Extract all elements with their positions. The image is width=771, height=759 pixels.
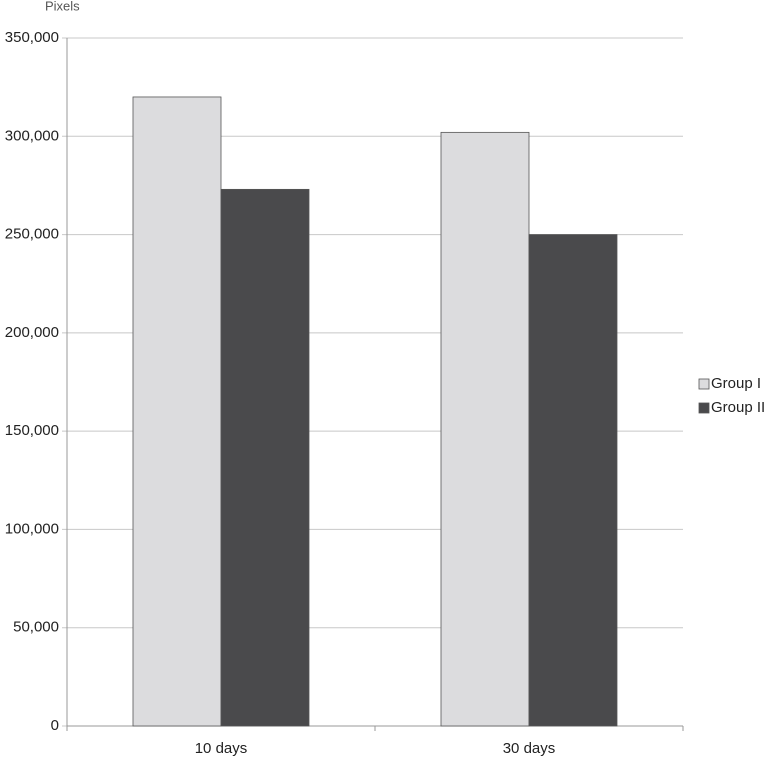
y-tick-label: 200,000 bbox=[5, 324, 59, 341]
y-tick-label: 350,000 bbox=[5, 29, 59, 46]
y-tick-label: 50,000 bbox=[13, 619, 59, 636]
y-axis-label: Pixels bbox=[45, 0, 80, 13]
y-tick-label: 0 bbox=[51, 717, 59, 734]
legend-label: Group I bbox=[711, 375, 761, 392]
x-tick-label: 10 days bbox=[195, 740, 248, 757]
y-tick-label: 250,000 bbox=[5, 226, 59, 243]
bar bbox=[528, 234, 618, 727]
legend-label: Group II bbox=[711, 399, 765, 416]
y-tick-label: 150,000 bbox=[5, 422, 59, 439]
bar bbox=[220, 188, 310, 727]
legend-swatch bbox=[698, 378, 710, 390]
legend-swatch bbox=[698, 402, 710, 414]
bar bbox=[440, 131, 530, 727]
x-tick-label: 30 days bbox=[503, 740, 556, 757]
bar bbox=[132, 96, 222, 727]
y-tick-label: 300,000 bbox=[5, 127, 59, 144]
y-tick-label: 100,000 bbox=[5, 520, 59, 537]
